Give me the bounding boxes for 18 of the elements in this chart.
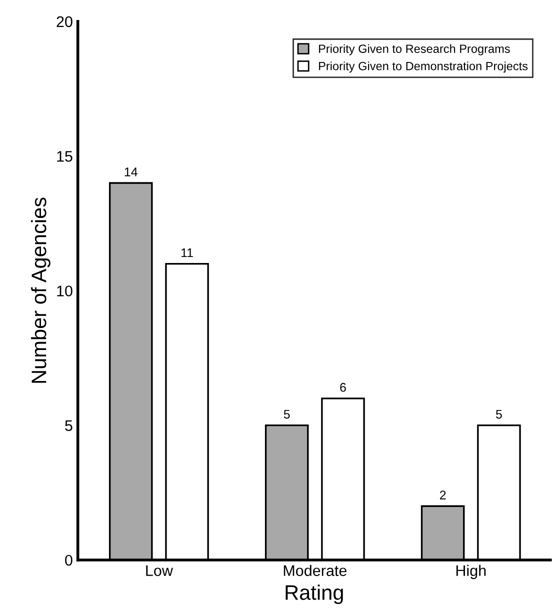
y-tick-label: 5	[65, 420, 72, 432]
data-label: 14	[124, 168, 138, 176]
data-label: 5	[284, 410, 290, 419]
x-tick-label: Moderate	[284, 564, 347, 576]
data-label: 2	[440, 490, 446, 500]
y-tick-label: 20	[56, 16, 72, 28]
data-label: 11	[181, 248, 193, 258]
x-tick-label: High	[456, 564, 486, 580]
legend-label: Priority Given to Demonstration Projects	[319, 62, 528, 73]
y-tick-label: 0	[65, 554, 72, 566]
x-axis-title: Rating	[286, 584, 343, 604]
legend-label: Priority Given to Research Programs	[319, 44, 510, 56]
data-label: 6	[340, 382, 346, 392]
data-label: 5	[496, 410, 502, 419]
y-tick-label: 10	[57, 286, 72, 296]
y-axis-title: Number of Agencies	[31, 198, 50, 383]
x-tick-label: Low	[146, 565, 173, 576]
y-tick-label: 15	[57, 151, 72, 162]
